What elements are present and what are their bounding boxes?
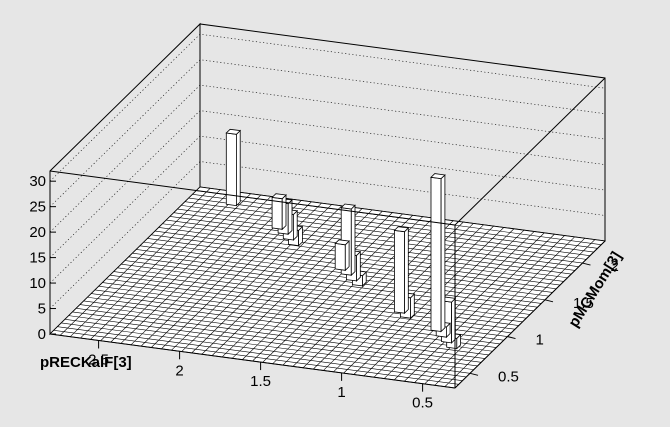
bar-face-top <box>225 128 242 135</box>
y-tick-mark <box>507 336 516 340</box>
y-tick-label: 2 <box>611 258 619 275</box>
x-tick-label: 1 <box>337 384 345 401</box>
z-tick-label: 10 <box>29 275 46 292</box>
floor-gridline <box>192 194 598 249</box>
bar-face-side <box>440 174 446 333</box>
floor-gridline <box>64 319 471 374</box>
floor-gridline <box>61 322 467 378</box>
x-tick-label: 1.5 <box>250 373 271 390</box>
z-tick-label: 15 <box>29 250 46 267</box>
z-gridline <box>49 135 606 284</box>
bar-face-side <box>404 227 409 315</box>
x-tick-label: 2 <box>175 362 183 379</box>
floor-grid <box>49 186 606 389</box>
floor-gridline <box>124 260 531 315</box>
floor-gridline <box>72 311 478 367</box>
floor-gridline <box>184 201 591 256</box>
z-tick-label: 20 <box>29 224 46 241</box>
x-tick-label: 2.5 <box>88 351 109 368</box>
bar <box>430 173 446 333</box>
floor-gridline <box>188 197 594 253</box>
x-axis-line <box>49 333 456 389</box>
floor-gridline <box>57 326 463 381</box>
y-tick-mark <box>544 299 554 303</box>
bar-face-side <box>344 240 350 272</box>
floor-gridline <box>87 296 493 352</box>
bar-face-side <box>350 204 356 277</box>
y-axis-line <box>454 240 606 389</box>
floor-gridline <box>166 219 572 275</box>
floor-gridline <box>181 205 587 260</box>
bar <box>225 128 242 207</box>
top-front-edge <box>49 170 456 226</box>
z-gridline <box>49 59 606 207</box>
floor-gridline <box>173 212 579 268</box>
floor-gridline <box>169 216 576 271</box>
bar <box>271 193 287 231</box>
floor-gridline <box>136 249 542 304</box>
x-axis-title: pRECKalF[3] <box>40 354 132 371</box>
floor-gridline <box>162 223 568 279</box>
z-tick-label: 25 <box>29 199 46 216</box>
bar-face-front <box>430 176 442 332</box>
bar-face-top <box>340 203 356 210</box>
floor-gridline <box>121 263 527 319</box>
front-frame <box>49 77 606 389</box>
y-tick-label: 1.5 <box>573 295 594 312</box>
floor-gridline <box>83 300 489 356</box>
z-gridline <box>49 33 606 182</box>
floor-gridline <box>53 330 459 385</box>
floor-gridline <box>91 293 497 348</box>
bar-face-front <box>393 229 405 314</box>
floor-gridline <box>76 307 482 363</box>
floor-gridline <box>132 252 538 308</box>
bar-face-top <box>393 226 410 233</box>
y-tick-label: 1 <box>536 332 544 349</box>
bars-layer <box>225 128 462 350</box>
bar-face-front <box>334 242 346 271</box>
floor-gridline <box>177 208 583 264</box>
floor-gridline <box>128 256 534 312</box>
bar-face-side <box>287 199 293 236</box>
floor-gridline <box>94 289 501 345</box>
bar-face-side <box>235 129 241 207</box>
bar-face-top <box>334 239 350 246</box>
bar-face-side <box>281 194 287 231</box>
y-tick-mark <box>582 262 591 266</box>
floor-gridline <box>79 304 486 359</box>
bar-face-top <box>430 173 446 180</box>
x-tick-label: 0.5 <box>412 395 433 412</box>
z-tick-label: 30 <box>29 173 46 190</box>
y-tick-label: 0.5 <box>498 368 519 385</box>
z-tick-label: 5 <box>38 301 46 318</box>
bar-face-side <box>292 209 298 241</box>
top-front-edge <box>454 77 606 226</box>
bar <box>334 239 350 272</box>
z-gridline <box>49 110 606 258</box>
bar-face-top <box>271 193 287 200</box>
z-gridline <box>49 161 606 309</box>
y-tick-mark <box>469 372 479 376</box>
floor-gridline <box>68 315 474 370</box>
z-gridline <box>49 84 606 233</box>
bar-face-side <box>356 250 361 282</box>
floor-gridline <box>158 227 564 282</box>
bar <box>393 226 410 315</box>
z-tick-label: 0 <box>38 326 46 343</box>
